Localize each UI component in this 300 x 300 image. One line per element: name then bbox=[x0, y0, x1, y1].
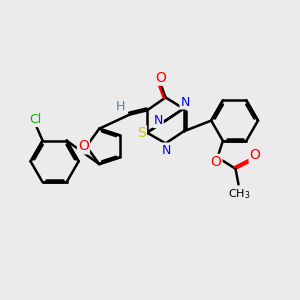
Text: O: O bbox=[155, 71, 166, 85]
Text: H: H bbox=[115, 100, 125, 113]
Text: S: S bbox=[137, 126, 146, 140]
Text: O: O bbox=[78, 140, 89, 153]
Text: N: N bbox=[161, 143, 171, 157]
Text: CH$_3$: CH$_3$ bbox=[228, 188, 250, 201]
Text: Cl: Cl bbox=[29, 113, 41, 126]
Text: O: O bbox=[250, 148, 260, 162]
Text: O: O bbox=[211, 155, 221, 169]
Text: N: N bbox=[180, 95, 190, 109]
Text: N: N bbox=[153, 114, 163, 127]
